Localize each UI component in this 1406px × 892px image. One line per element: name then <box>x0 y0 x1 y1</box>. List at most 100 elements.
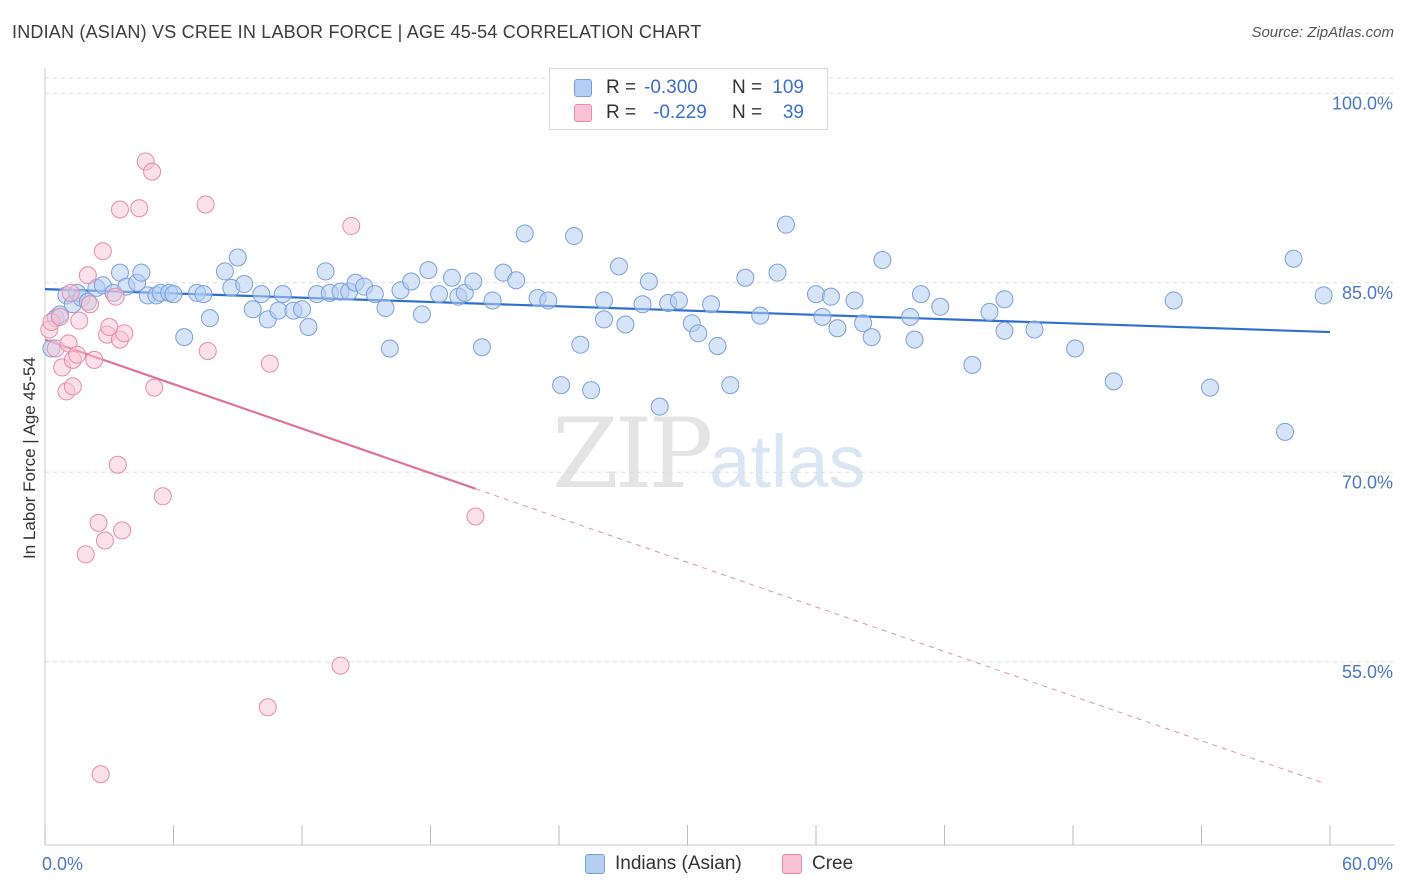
cree-point <box>130 199 149 218</box>
y-tick-label: 100.0% <box>1332 93 1393 113</box>
cree-point <box>89 513 108 532</box>
indian-point <box>995 321 1014 340</box>
indian-point <box>813 307 832 326</box>
indian-point <box>269 301 288 320</box>
cree-legend-label: Cree <box>812 853 854 874</box>
indian-point <box>911 285 930 304</box>
indian-point <box>175 328 194 347</box>
indian-point <box>552 376 571 395</box>
indian-point <box>609 257 628 276</box>
indian-point <box>616 315 635 334</box>
axes <box>44 68 1395 846</box>
indian-point <box>539 291 558 310</box>
indian-point <box>228 248 247 267</box>
legend-item-indians[interactable]: Indians (Asian) <box>585 852 742 876</box>
indian-point <box>995 290 1014 309</box>
indian-point <box>689 324 708 343</box>
indian-point <box>963 355 982 374</box>
cree-point <box>260 354 279 373</box>
y-axis-title: In Labor Force | Age 45-54 <box>20 357 39 559</box>
indian-point <box>873 251 892 270</box>
trend-lines <box>44 287 1331 784</box>
indian-point <box>1164 291 1183 310</box>
indians-legend-label: Indians (Asian) <box>615 853 742 874</box>
indian-point <box>316 262 335 281</box>
cree-point <box>110 200 129 219</box>
n-value: 109 <box>772 77 804 98</box>
indian-point <box>708 336 727 355</box>
cree-point <box>196 195 215 214</box>
indian-point <box>633 295 652 314</box>
cree-point <box>100 318 119 336</box>
indian-point <box>564 227 583 246</box>
cree-point <box>63 377 82 396</box>
indian-point <box>299 318 318 336</box>
indian-point <box>194 285 213 304</box>
r-label: R = <box>606 102 637 123</box>
zipatlas-watermark: ZIPatlas <box>552 398 866 510</box>
indian-point <box>164 285 183 304</box>
cree-point <box>143 162 162 181</box>
cree-point <box>106 287 125 306</box>
indian-point <box>235 275 254 294</box>
cree-point <box>61 283 80 302</box>
indian-point <box>464 272 483 291</box>
indian-point <box>419 261 438 280</box>
indian-point <box>931 297 950 316</box>
indian-point <box>430 285 449 304</box>
cree-point <box>93 242 112 261</box>
cree-point <box>342 216 361 235</box>
indian-point <box>828 319 847 338</box>
trend-line-cree-extended <box>475 488 1324 784</box>
indian-point <box>507 271 526 290</box>
cree-point <box>50 307 69 326</box>
indian-point <box>594 310 613 329</box>
indian-point <box>1314 286 1333 305</box>
cree-point <box>76 545 95 564</box>
indian-point <box>472 338 491 357</box>
n-label: N = <box>732 77 763 98</box>
indian-point <box>777 215 796 234</box>
y-tick-label: 55.0% <box>1342 662 1393 682</box>
correlation-legend: R = -0.300 N = 109 R = -0.229 N = 39 <box>549 68 828 130</box>
indian-point <box>669 291 688 310</box>
cree-point <box>108 455 127 474</box>
r-value: -0.229 <box>653 102 707 123</box>
chart-title: INDIAN (ASIAN) VS CREE IN LABOR FORCE | … <box>12 22 702 42</box>
indian-point <box>571 335 590 354</box>
indian-point <box>650 397 669 416</box>
legend-item-cree[interactable]: Cree <box>782 852 853 876</box>
watermark-zip: ZIP <box>552 398 713 510</box>
indian-point <box>365 285 384 304</box>
series-cree <box>40 152 485 784</box>
source-label: Source: ZipAtlas.com <box>1251 24 1394 41</box>
indian-point <box>412 305 431 324</box>
indian-point <box>442 268 461 287</box>
indian-point <box>1104 372 1123 391</box>
indian-point <box>1066 339 1085 358</box>
cree-point <box>85 350 104 369</box>
indian-point <box>380 339 399 358</box>
indian-point <box>1201 378 1220 397</box>
indian-point <box>273 285 292 304</box>
cree-point <box>115 324 134 343</box>
r-label: R = <box>606 77 637 98</box>
indian-point <box>215 262 234 281</box>
grid-lines <box>45 77 1395 663</box>
indian-point <box>594 291 613 310</box>
legend-row-cree: R = -0.229 N = 39 <box>574 102 804 124</box>
indian-point <box>483 291 502 310</box>
r-value: -0.300 <box>644 77 698 98</box>
cree-point <box>145 378 164 397</box>
n-value: 39 <box>782 102 804 123</box>
n-label: N = <box>732 102 763 123</box>
x-tick-label-max: 60.0% <box>1342 854 1393 874</box>
tick-labels: 55.0% 70.0% 85.0% 100.0% 0.0% 60.0% <box>42 93 1393 874</box>
cree-point <box>198 342 217 361</box>
indian-point <box>736 268 755 287</box>
indians-legend-swatch <box>585 854 605 874</box>
indian-point <box>905 330 924 349</box>
indian-point <box>702 295 721 314</box>
cree-legend-swatch <box>782 854 802 874</box>
